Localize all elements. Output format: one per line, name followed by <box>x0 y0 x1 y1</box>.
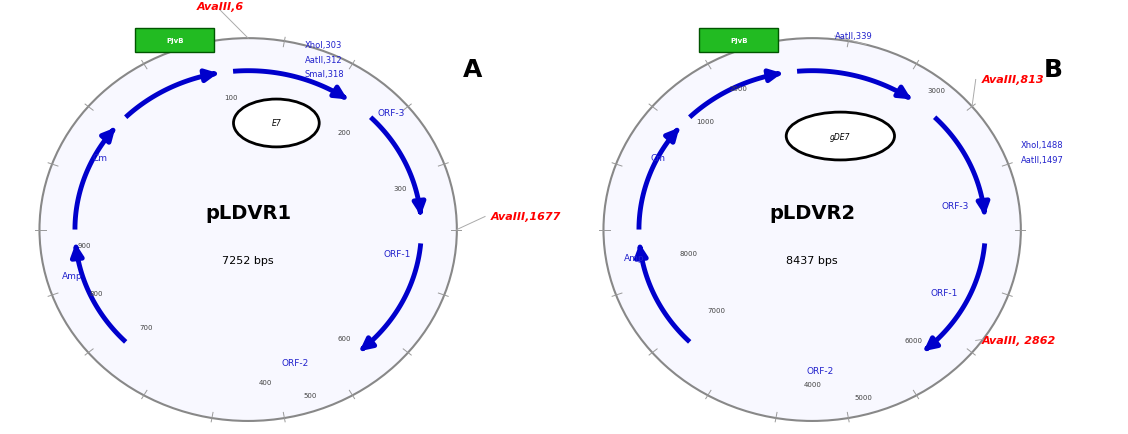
Text: PjvB: PjvB <box>166 38 184 44</box>
Text: ORF-1: ORF-1 <box>931 289 958 297</box>
Text: 600: 600 <box>337 335 351 342</box>
Text: 8000: 8000 <box>679 251 697 257</box>
Ellipse shape <box>233 100 319 148</box>
Text: gDE7: gDE7 <box>830 132 851 141</box>
Ellipse shape <box>786 113 895 161</box>
Ellipse shape <box>603 39 1021 421</box>
Ellipse shape <box>39 39 457 421</box>
Text: E7: E7 <box>272 119 281 128</box>
Text: AvaIII, 2862: AvaIII, 2862 <box>981 336 1056 345</box>
Text: SmaI,318: SmaI,318 <box>305 70 344 79</box>
Text: AatII,312: AatII,312 <box>305 56 342 64</box>
Text: 4000: 4000 <box>803 381 821 387</box>
Text: PjvB: PjvB <box>730 38 748 44</box>
Text: Cm: Cm <box>92 154 107 163</box>
Text: 900: 900 <box>78 242 91 248</box>
Text: 1000: 1000 <box>696 118 714 125</box>
Text: 300: 300 <box>394 186 407 192</box>
Text: pLDVR1: pLDVR1 <box>205 203 291 222</box>
Text: XhoI,1488: XhoI,1488 <box>1021 141 1064 150</box>
Text: 7000: 7000 <box>707 307 725 313</box>
Text: 8437 bps: 8437 bps <box>786 256 838 265</box>
Text: 2000: 2000 <box>730 86 748 92</box>
Text: 3000: 3000 <box>927 88 945 94</box>
Text: A: A <box>462 57 482 82</box>
Text: 200: 200 <box>337 129 351 135</box>
Text: Amp: Amp <box>62 271 82 280</box>
Text: 700: 700 <box>140 325 153 331</box>
Text: Cm: Cm <box>651 154 666 163</box>
Text: ORF-3: ORF-3 <box>378 108 405 117</box>
Text: AatII,1497: AatII,1497 <box>1021 155 1064 164</box>
Text: 5000: 5000 <box>854 394 872 400</box>
Text: ORF-1: ORF-1 <box>384 250 411 258</box>
Text: 100: 100 <box>224 95 238 101</box>
Text: ORF-2: ORF-2 <box>282 358 309 367</box>
Bar <box>699 29 778 53</box>
Text: AvaIII,6: AvaIII,6 <box>196 2 244 11</box>
Text: 7252 bps: 7252 bps <box>222 256 274 265</box>
Text: 500: 500 <box>303 392 317 398</box>
Text: 6000: 6000 <box>905 338 923 344</box>
Text: B: B <box>1043 57 1063 82</box>
Bar <box>135 29 214 53</box>
Text: AvaIII,1677: AvaIII,1677 <box>491 212 561 222</box>
Text: 400: 400 <box>258 379 272 385</box>
Text: AvaIII,813: AvaIII,813 <box>981 76 1045 85</box>
Text: XhoI,303: XhoI,303 <box>305 41 342 50</box>
Text: AatII,339: AatII,339 <box>835 33 872 41</box>
Text: ORF-3: ORF-3 <box>942 202 969 210</box>
Text: Amp: Amp <box>624 254 644 263</box>
Text: ORF-2: ORF-2 <box>807 367 834 375</box>
Text: 800: 800 <box>89 290 103 296</box>
Text: pLDVR2: pLDVR2 <box>769 203 855 222</box>
